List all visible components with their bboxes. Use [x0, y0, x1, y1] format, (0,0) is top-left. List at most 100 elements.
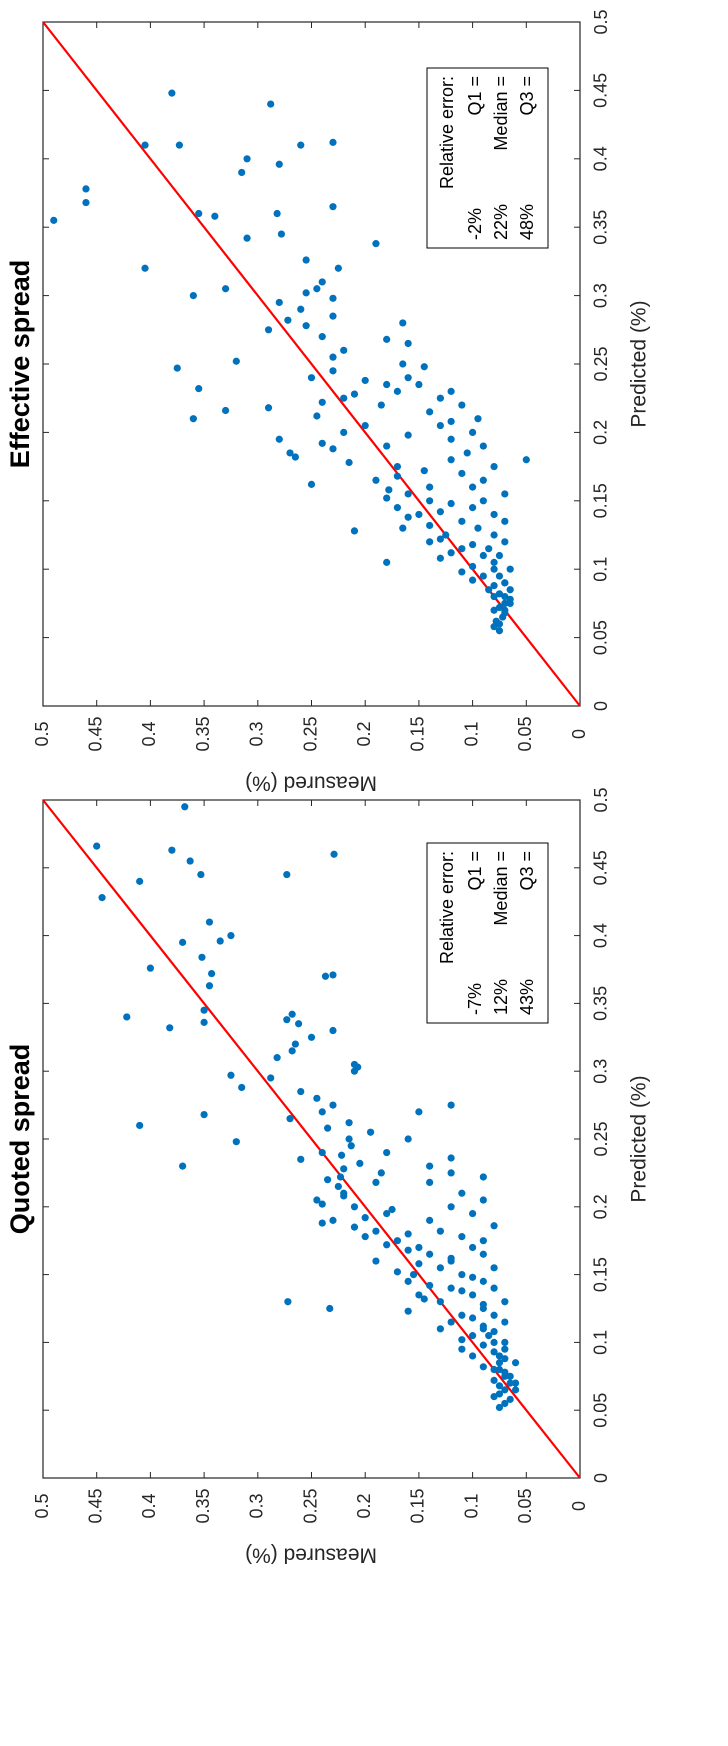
data-point	[393, 1268, 402, 1276]
data-point	[232, 1138, 240, 1146]
data-point	[267, 100, 275, 108]
data-point	[98, 894, 106, 902]
data-point	[426, 1216, 434, 1224]
data-point	[275, 435, 283, 443]
data-point	[318, 1219, 326, 1227]
y-axis-label: Measured (%)	[245, 1543, 377, 1566]
data-point	[273, 209, 281, 218]
data-point	[318, 398, 326, 406]
data-point	[307, 480, 316, 488]
data-point	[447, 417, 455, 426]
data-point	[198, 953, 206, 961]
data-point	[458, 1189, 466, 1197]
data-point	[447, 549, 455, 557]
data-point	[479, 1341, 487, 1349]
data-point	[146, 964, 154, 972]
data-point	[404, 374, 412, 382]
data-point	[361, 1214, 369, 1222]
data-point	[458, 469, 466, 478]
data-point	[307, 1033, 316, 1041]
data-point	[324, 1124, 332, 1132]
data-point	[490, 510, 498, 519]
data-point	[469, 1291, 477, 1299]
data-point	[479, 551, 487, 560]
data-point	[297, 1087, 305, 1096]
relative-error-value: 43%	[517, 979, 537, 1015]
y-tick-label: 0.2	[354, 721, 374, 746]
data-point	[490, 606, 498, 614]
data-point	[501, 592, 509, 601]
data-point	[495, 603, 504, 612]
y-tick-label: 0.15	[408, 716, 428, 751]
x-tick-label: 0.5	[591, 9, 611, 34]
data-point	[264, 326, 273, 334]
data-point	[501, 1338, 509, 1346]
data-point	[479, 1196, 487, 1204]
data-point	[490, 463, 498, 471]
data-point	[286, 1115, 294, 1123]
data-point	[318, 1148, 326, 1157]
data-point	[179, 1162, 187, 1170]
data-point	[329, 312, 337, 320]
data-point	[479, 1363, 487, 1371]
data-point	[383, 1241, 391, 1249]
data-point	[404, 513, 412, 521]
x-axis-label: Predicted (%)	[628, 1075, 651, 1202]
data-point	[511, 1386, 520, 1394]
data-point	[295, 1020, 303, 1028]
y-tick-label: 0.4	[139, 721, 159, 746]
data-point	[436, 1227, 444, 1235]
data-point	[329, 1101, 337, 1109]
data-point	[420, 467, 428, 475]
chart-title: Quoted spread	[5, 1044, 35, 1235]
data-point	[404, 1277, 412, 1285]
data-point	[141, 264, 149, 272]
data-point	[420, 363, 428, 371]
data-point	[490, 1338, 498, 1346]
data-point	[490, 582, 498, 590]
data-point	[447, 456, 455, 464]
data-point	[495, 572, 504, 580]
data-point	[436, 508, 444, 516]
data-point	[393, 387, 402, 395]
data-point	[334, 264, 342, 272]
data-point	[232, 357, 240, 365]
data-point	[469, 428, 477, 436]
data-point	[436, 394, 444, 402]
data-point	[499, 613, 507, 621]
data-point	[330, 850, 338, 858]
data-point	[283, 1016, 291, 1024]
y-tick-label: 0.35	[193, 1488, 213, 1523]
data-point	[313, 1094, 321, 1102]
y-tick-label: 0.45	[85, 1488, 105, 1523]
data-point	[385, 486, 393, 494]
data-point	[495, 590, 504, 598]
data-point	[189, 292, 197, 300]
data-point	[447, 1318, 455, 1326]
data-point	[329, 367, 337, 375]
data-point	[313, 285, 321, 293]
data-point	[197, 870, 205, 879]
data-point	[490, 1311, 498, 1319]
data-point	[307, 374, 316, 382]
relative-error-value: 12%	[491, 979, 511, 1015]
data-point	[506, 599, 514, 608]
data-point	[474, 415, 482, 423]
data-point	[336, 1173, 345, 1181]
y-tick-label: 0.5	[32, 1493, 52, 1518]
data-point	[501, 1399, 509, 1408]
data-point	[383, 380, 391, 389]
data-point	[329, 971, 337, 979]
data-point	[243, 155, 251, 163]
data-point	[485, 1332, 493, 1340]
y-tick-label: 0.1	[461, 721, 481, 746]
data-point	[479, 497, 487, 505]
data-point	[399, 524, 407, 532]
data-point	[501, 538, 509, 546]
x-tick-label: 0	[591, 1473, 611, 1483]
relative-error-label: Q3 =	[517, 76, 537, 116]
data-point	[179, 938, 187, 946]
data-point	[329, 138, 337, 146]
data-point	[221, 285, 230, 293]
data-point	[243, 234, 251, 242]
